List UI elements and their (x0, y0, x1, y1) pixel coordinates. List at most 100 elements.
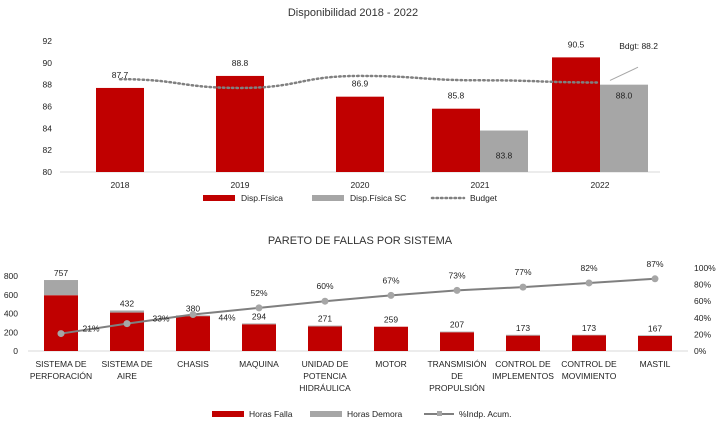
x-tick-label: CONTROL DE (495, 359, 551, 369)
legend-disp-fisica-sc-swatch (312, 195, 344, 201)
cumulative-label: 82% (580, 263, 597, 273)
x-tick-label: MAQUINA (239, 359, 279, 369)
cumulative-point (519, 283, 527, 291)
x-tick-label: SISTEMA DE (35, 359, 86, 369)
data-label-disp-fisica-sc: 88.0 (616, 91, 633, 101)
bar-horas-falla (440, 332, 474, 351)
total-label: 757 (54, 268, 68, 278)
cumulative-point (57, 330, 65, 338)
cumulative-label: 67% (382, 275, 399, 285)
total-label: 294 (252, 311, 266, 321)
bar-horas-demora (440, 331, 474, 333)
x-tick-label: CONTROL DE (561, 359, 617, 369)
legend-horas-falla-label: Horas Falla (249, 409, 293, 419)
bar-disp-fisica (96, 87, 144, 172)
y-tick-label: 88 (43, 80, 53, 90)
bar-horas-falla (572, 335, 606, 351)
legend-disp-fisica-sc-label: Disp.Física SC (350, 193, 406, 203)
cumulative-line (60, 277, 656, 335)
legend-budget-label: Budget (470, 193, 498, 203)
cumulative-label: 73% (448, 270, 465, 280)
x-tick-label: IMPLEMENTOS (492, 371, 554, 381)
x-tick-label: 2021 (471, 180, 490, 190)
cumulative-label: 21% (82, 324, 99, 334)
y-left-tick-label: 400 (4, 309, 18, 319)
y-tick-label: 82 (43, 145, 53, 155)
legend-cumulative-marker (437, 411, 442, 416)
legend-horas-demora-swatch (310, 411, 342, 417)
cumulative-label: 33% (152, 314, 169, 324)
availability-chart: 80 82 84 86 88 90 92 87.7 2018 88.8 2019 86.9 2020 85… (43, 36, 660, 203)
x-tick-label: AIRE (117, 371, 137, 381)
cumulative-point (585, 279, 593, 287)
cumulative-point (321, 297, 329, 305)
legend-disp-fisica-swatch (203, 195, 235, 201)
bar-horas-demora (242, 323, 276, 325)
x-tick-label: SISTEMA DE (101, 359, 152, 369)
bar-disp-fisica (216, 75, 264, 172)
y-right-tick-label: 80% (694, 280, 711, 290)
x-tick-label: UNIDAD DE (302, 359, 349, 369)
x-tick-label: TRANSMISIÓN (427, 359, 486, 369)
total-label: 259 (384, 315, 398, 325)
y-tick-label: 84 (43, 123, 53, 133)
cumulative-label: 44% (218, 312, 235, 322)
x-tick-label: MOVIMIENTO (562, 371, 617, 381)
y-right-tick-label: 100% (694, 263, 716, 273)
bar-disp-fisica (552, 57, 600, 172)
y-tick-label: 80 (43, 167, 53, 177)
chart2-title: PARETO DE FALLAS POR SISTEMA (268, 235, 453, 247)
y-left-tick-label: 600 (4, 290, 18, 300)
total-label: 167 (648, 323, 662, 333)
data-label-disp-fisica: 85.8 (448, 91, 465, 101)
chart1-title: Disponibilidad 2018 - 2022 (288, 7, 418, 19)
y-right-tick-label: 60% (694, 296, 711, 306)
annotation-leader (609, 66, 639, 81)
bar-horas-falla (506, 335, 540, 351)
legend-horas-demora-label: Horas Demora (347, 409, 403, 419)
x-tick-label: PROPULSIÓN (429, 383, 485, 393)
cumulative-label: 60% (316, 281, 333, 291)
total-label: 173 (516, 323, 530, 333)
cumulative-point (255, 304, 263, 312)
cumulative-point (453, 286, 461, 294)
bar-disp-fisica-sc (600, 84, 648, 172)
bar-horas-falla (308, 326, 342, 351)
total-label: 173 (582, 323, 596, 333)
data-label-disp-fisica: 88.8 (232, 58, 249, 68)
cumulative-point (387, 291, 395, 299)
data-label-disp-fisica: 86.9 (352, 79, 369, 89)
cumulative-label: 52% (250, 288, 267, 298)
x-tick-label: MASTIL (640, 359, 671, 369)
y-tick-label: 86 (43, 102, 53, 112)
bar-horas-demora (638, 335, 672, 336)
bar-horas-falla (242, 324, 276, 351)
bar-horas-falla (374, 326, 408, 351)
x-tick-label: 2019 (231, 180, 250, 190)
x-tick-label: CHASIS (177, 359, 209, 369)
y-tick-label: 90 (43, 58, 53, 68)
total-label: 207 (450, 320, 464, 330)
cumulative-point (123, 320, 131, 328)
cumulative-label: 77% (514, 267, 531, 277)
bar-disp-fisica (336, 96, 384, 172)
bar-horas-falla (110, 312, 144, 351)
total-label: 271 (318, 314, 332, 324)
bar-disp-fisica-sc (480, 130, 528, 172)
bar-horas-demora (44, 280, 78, 296)
legend-horas-falla-swatch (212, 411, 244, 417)
y-left-tick-label: 200 (4, 327, 18, 337)
bar-horas-demora (308, 325, 342, 327)
pareto-chart: 0 200 400 600 800 0% 20% 40% 60% 80% 100% 757 SISTEM… (4, 259, 716, 419)
x-tick-label: 2022 (591, 180, 610, 190)
data-label-disp-fisica: 90.5 (568, 39, 585, 49)
cumulative-label: 87% (646, 259, 663, 269)
x-tick-label: 2020 (351, 180, 370, 190)
budget-line (118, 74, 602, 90)
y-left-tick-label: 800 (4, 271, 18, 281)
x-tick-label: MOTOR (375, 359, 406, 369)
y-right-tick-label: 20% (694, 329, 711, 339)
legend-cumulative-label: %Indp. Acum. (459, 409, 511, 419)
y-right-tick-label: 40% (694, 313, 711, 323)
